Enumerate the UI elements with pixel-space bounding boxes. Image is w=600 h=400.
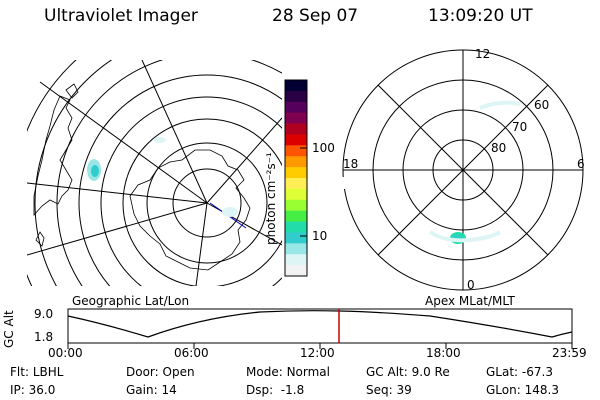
- colorbar-label: photon cm⁻²s⁻¹: [264, 152, 278, 245]
- gc-alt-curve: [67, 310, 573, 338]
- antarctica-coastline: [129, 149, 251, 271]
- colorbar-segment: [285, 210, 307, 223]
- y-tick-1-8: 1.8: [34, 330, 54, 344]
- info-flt: Flt: LBHL: [10, 365, 64, 379]
- info-gain: Gain: 14: [126, 383, 177, 397]
- colorbar-segment: [285, 123, 307, 135]
- x-tick-1800: 18:00: [426, 346, 461, 360]
- info-door: Door: Open: [126, 365, 195, 379]
- info-mode: Mode: Normal: [246, 365, 330, 379]
- ocean-coast: [65, 83, 79, 99]
- colorbar: [285, 80, 307, 277]
- colorbar-segment: [285, 101, 307, 114]
- mlt-label-12: 12: [475, 47, 491, 61]
- info-seq: Seq: 39: [366, 383, 412, 397]
- colorbar-segment: [285, 90, 307, 103]
- lat-label-60: 60: [534, 98, 550, 112]
- gc-alt-axis-label: GC Alt: [2, 310, 16, 348]
- info-gc-alt: GC Alt: 9.0 Re: [366, 365, 450, 379]
- lat-label-80: 80: [491, 141, 507, 155]
- x-tick-2359: 23:59: [552, 346, 587, 360]
- colorbar-tick-10: 10: [312, 229, 328, 243]
- colorbar-segment: [285, 145, 307, 157]
- colorbar-segment: [285, 188, 307, 201]
- colorbar-segment: [285, 199, 307, 212]
- colorbar-segment: [285, 265, 307, 277]
- colorbar-segment: [285, 243, 307, 255]
- header-time: 13:09:20 UT: [428, 6, 533, 26]
- polar-aurora: [428, 100, 521, 244]
- info-dsp: Dsp: -1.8: [246, 383, 305, 397]
- colorbar-segment: [285, 232, 307, 244]
- app-title: Ultraviolet Imager: [44, 6, 198, 26]
- header-date: 28 Sep 07: [272, 6, 359, 26]
- geographic-map: [27, 60, 282, 286]
- info-ip: IP: 36.0: [10, 383, 56, 397]
- x-tick-0000: 00:00: [48, 346, 83, 360]
- timeline-plot: [67, 308, 573, 349]
- mlt-label-0: 0: [467, 278, 475, 292]
- colorbar-tick-100: 100: [312, 141, 335, 155]
- x-tick-0600: 06:00: [174, 346, 209, 360]
- australia-coastline: [33, 95, 73, 217]
- x-tick-1200: 12:00: [300, 346, 335, 360]
- left-aurora: [87, 137, 238, 217]
- colorbar-segment: [285, 178, 307, 190]
- info-glon: GLon: 148.3: [486, 383, 559, 397]
- nz-coastline: [35, 231, 45, 247]
- lat-label-70: 70: [512, 120, 528, 134]
- polar-plot: [342, 49, 584, 291]
- geographic-label: Geographic Lat/Lon: [72, 294, 190, 308]
- colorbar-segment: [285, 167, 307, 179]
- colorbar-segment: [285, 112, 307, 125]
- mlt-label-18: 18: [343, 157, 359, 171]
- colorbar-segment: [285, 156, 307, 168]
- mlt-label-6: 6: [577, 157, 585, 171]
- colorbar-segment: [285, 134, 307, 146]
- colorbar-segment: [285, 254, 307, 266]
- y-tick-9: 9.0: [34, 307, 54, 321]
- colorbar-segment: [285, 80, 307, 92]
- info-glat: GLat: -67.3: [486, 365, 553, 379]
- apex-label: Apex MLat/MLT: [425, 294, 515, 308]
- colorbar-segment: [285, 221, 307, 233]
